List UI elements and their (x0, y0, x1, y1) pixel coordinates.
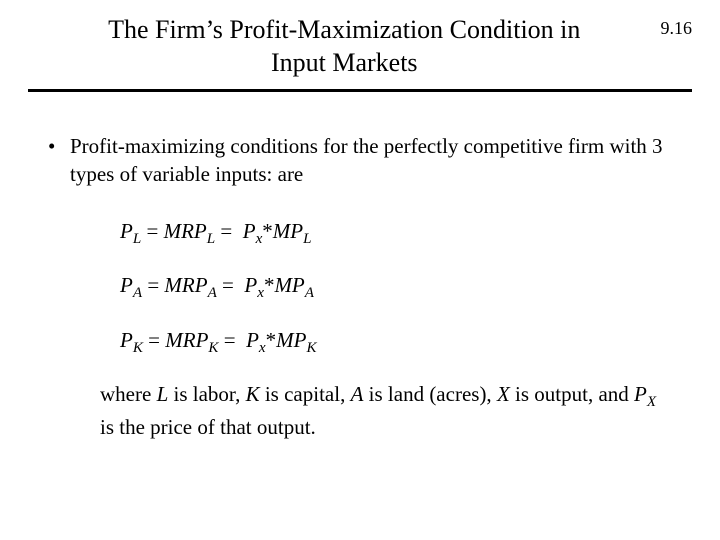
where-text: is land (acres), (363, 382, 497, 406)
eq-sub: A (305, 285, 314, 301)
eq-var: MRP (165, 328, 208, 352)
eq-var: P (120, 328, 133, 352)
eq-sub: x (257, 285, 264, 301)
eq-var: P (120, 219, 133, 243)
title-line-2: Input Markets (271, 48, 418, 77)
eq-var: MP (273, 219, 303, 243)
where-text: is labor, (168, 382, 245, 406)
eq-sub: x (259, 340, 266, 356)
eq-sub: A (208, 285, 217, 301)
eq-equals: = (218, 328, 240, 352)
where-clause: where L is labor, K is capital, A is lan… (100, 380, 672, 441)
eq-var: P (244, 273, 257, 297)
body: • Profit-maximizing conditions for the p… (0, 92, 720, 441)
where-text: where (100, 382, 157, 406)
eq-star: * (262, 219, 273, 243)
where-sub: X (647, 395, 656, 411)
where-text: is capital, (260, 382, 351, 406)
eq-equals: = (217, 273, 239, 297)
where-text: is output, and (510, 382, 634, 406)
where-var: X (497, 382, 510, 406)
eq-equals: = (143, 328, 165, 352)
where-text: is the price of that output. (100, 415, 316, 439)
slide: The Firm’s Profit-Maximization Condition… (0, 0, 720, 540)
eq-var: P (246, 328, 259, 352)
eq-sub: L (303, 231, 311, 247)
eq-var: MP (276, 328, 306, 352)
title-line-1: The Firm’s Profit-Maximization Condition… (108, 15, 580, 44)
eq-sub: K (306, 340, 316, 356)
bullet-item: • Profit-maximizing conditions for the p… (48, 132, 672, 189)
equation-capital: PK = MRPK = Px*MPK (120, 326, 672, 359)
bullet-text: Profit-maximizing conditions for the per… (70, 132, 672, 189)
eq-sub: L (207, 231, 215, 247)
eq-var: P (243, 219, 256, 243)
eq-sub: L (133, 231, 141, 247)
header-row: The Firm’s Profit-Maximization Condition… (0, 0, 720, 79)
eq-sub: A (133, 285, 142, 301)
equations-block: PL = MRPL = Px*MPL PA = MRPA = Px*MPA PK… (120, 217, 672, 359)
eq-equals: = (141, 219, 163, 243)
equation-land: PA = MRPA = Px*MPA (120, 271, 672, 304)
slide-title: The Firm’s Profit-Maximization Condition… (28, 14, 661, 79)
eq-var: P (120, 273, 133, 297)
eq-sub: K (208, 340, 218, 356)
equation-labor: PL = MRPL = Px*MPL (120, 217, 672, 250)
bullet-marker: • (48, 132, 70, 189)
slide-number: 9.16 (661, 14, 693, 39)
eq-sub: K (133, 340, 143, 356)
where-var: A (351, 382, 364, 406)
eq-var: MP (274, 273, 304, 297)
eq-equals: = (142, 273, 164, 297)
eq-var: MRP (164, 273, 207, 297)
eq-star: * (266, 328, 277, 352)
where-var: P (634, 382, 647, 406)
where-var: K (246, 382, 260, 406)
eq-var: MRP (164, 219, 207, 243)
eq-star: * (264, 273, 275, 297)
eq-equals: = (215, 219, 237, 243)
where-var: L (157, 382, 169, 406)
